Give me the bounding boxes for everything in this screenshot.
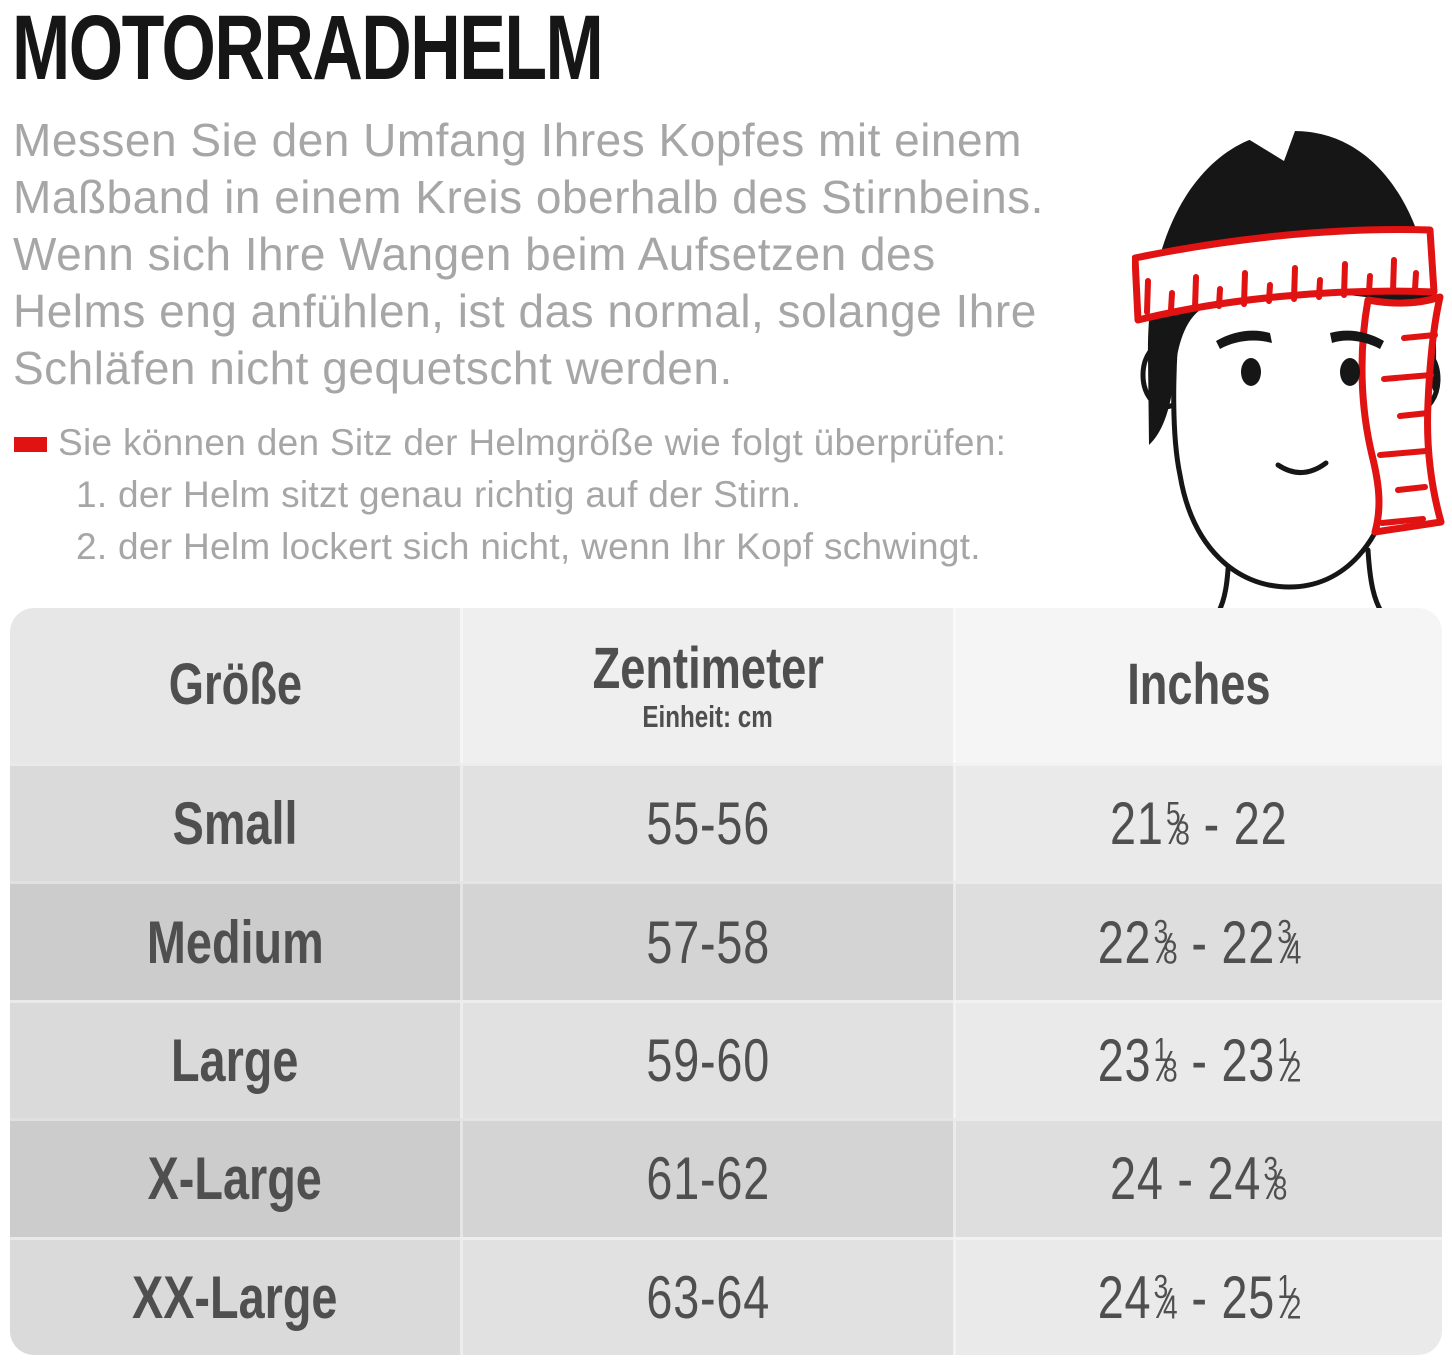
col-header-inches: Inches — [953, 608, 1442, 763]
tape-band-ticks — [1144, 257, 1419, 315]
eye-right — [1340, 358, 1360, 386]
table-row-xlarge-size: X-Large — [10, 1118, 460, 1237]
page-title: MOTORRADHELM — [12, 0, 604, 99]
col-header-groesse: Größe — [10, 608, 460, 763]
table-row-large-cm: 59-60 — [460, 999, 953, 1119]
eye-left — [1241, 358, 1261, 386]
intro-line: Schläfen nicht gequetscht werden. — [13, 342, 733, 394]
table-row-medium-cm: 57-58 — [460, 881, 953, 1000]
table-row-medium-inches: 223⁄8 - 223⁄4 — [953, 881, 1442, 1000]
table-row-small-size: Small — [10, 763, 460, 882]
red-square-bullet-icon — [14, 437, 47, 452]
size-table: Größe Zentimeter Einheit: cm Inches Smal… — [10, 608, 1442, 1355]
check-item: 1. der Helm sitzt genau richtig auf der … — [76, 474, 802, 515]
intro-paragraph: Messen Sie den Umfang Ihres Kopfes mit e… — [13, 112, 1044, 397]
table-row-small-inches: 215⁄8 - 22 — [953, 763, 1442, 882]
table-row-large-inches: 231⁄8 - 231⁄2 — [953, 999, 1442, 1119]
intro-line: Maßband in einem Kreis oberhalb des Stir… — [13, 171, 1044, 223]
smile — [1275, 460, 1329, 475]
tape-tail-ticks — [1377, 332, 1438, 526]
table-row-xxlarge-size: XX-Large — [10, 1236, 460, 1355]
table-row-xxlarge-cm: 63-64 — [460, 1236, 953, 1355]
head-measure-illustration — [1132, 131, 1445, 616]
hair-swoosh-notch — [1235, 131, 1295, 161]
table-row-small-cm: 55-56 — [460, 763, 953, 882]
unit-note: Einheit: cm — [642, 699, 774, 735]
table-row-xxlarge-inches: 243⁄4 - 251⁄2 — [953, 1236, 1442, 1355]
table-row-medium-size: Medium — [10, 881, 460, 1000]
intro-line: Wenn sich Ihre Wangen beim Aufsetzen des — [13, 228, 936, 280]
col-header-zentimeter: Zentimeter Einheit: cm — [460, 608, 953, 763]
table-row-xlarge-cm: 61-62 — [460, 1118, 953, 1237]
intro-line: Messen Sie den Umfang Ihres Kopfes mit e… — [13, 114, 1022, 166]
neck-line-right — [1365, 547, 1385, 616]
table-row-large-size: Large — [10, 999, 460, 1119]
check-heading: Sie können den Sitz der Helmgröße wie fo… — [58, 422, 1007, 463]
eyebrow-left — [1216, 330, 1272, 349]
table-row-xlarge-inches: 24 - 243⁄8 — [953, 1118, 1442, 1237]
eyebrow-right — [1330, 330, 1384, 349]
intro-line: Helms eng anfühlen, ist das normal, sola… — [13, 285, 1037, 337]
check-item: 2. der Helm lockert sich nicht, wenn Ihr… — [76, 526, 981, 567]
